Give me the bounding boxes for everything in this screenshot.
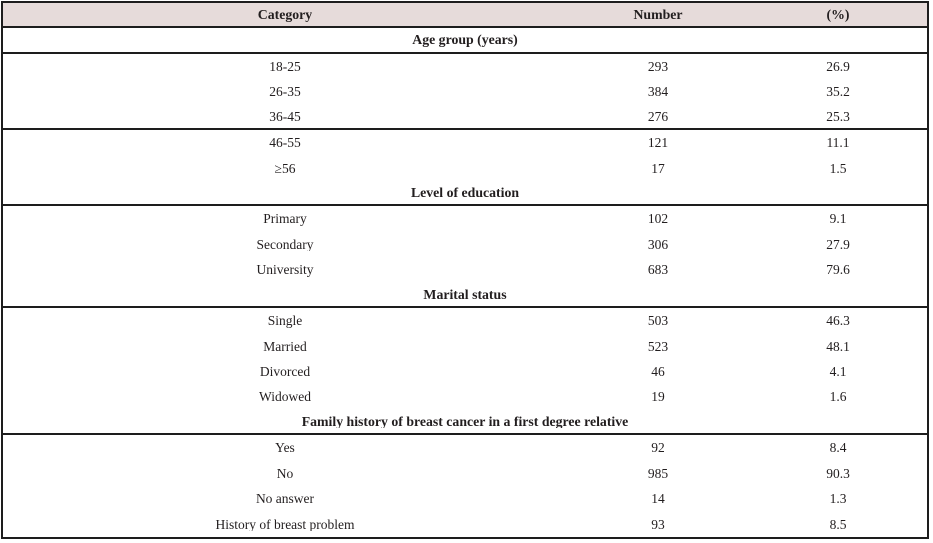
number-cell: 93 bbox=[651, 517, 665, 532]
percent-cell: 4.1 bbox=[829, 364, 847, 379]
section-title: Age group (years) bbox=[412, 33, 518, 48]
column-header-percent: (%) bbox=[826, 7, 850, 22]
category-cell: 46-55 bbox=[269, 136, 301, 150]
category-cell: Secondary bbox=[256, 237, 314, 252]
column-header-category: Category bbox=[257, 7, 313, 22]
table-row: Divorced 46 4.1 bbox=[3, 359, 927, 384]
category-cell: Yes bbox=[275, 441, 295, 455]
number-cell: 19 bbox=[651, 390, 665, 404]
category-cell: Married bbox=[263, 339, 307, 354]
percent-cell: 1.6 bbox=[829, 390, 847, 404]
number-cell: 46 bbox=[651, 364, 665, 379]
number-cell: 523 bbox=[647, 339, 669, 354]
percent-cell: 1.5 bbox=[829, 161, 847, 176]
percent-cell: 8.5 bbox=[829, 517, 847, 532]
percent-cell: 25.3 bbox=[826, 109, 850, 124]
number-cell: 102 bbox=[647, 212, 669, 226]
number-cell: 121 bbox=[647, 136, 669, 150]
percent-cell: 46.3 bbox=[826, 314, 850, 328]
number-cell: 14 bbox=[651, 492, 665, 506]
number-cell: 293 bbox=[647, 59, 669, 74]
table-row: Yes 92 8.4 bbox=[3, 435, 927, 460]
section-row-age-group: Age group (years) bbox=[3, 28, 927, 54]
section-row-education: Level of education bbox=[3, 181, 927, 207]
table-row: University 683 79.6 bbox=[3, 257, 927, 282]
table-row: Primary 102 9.1 bbox=[3, 206, 927, 231]
category-cell: Widowed bbox=[259, 390, 311, 404]
table-header-row: Category Number (%) bbox=[3, 3, 927, 29]
number-cell: 306 bbox=[647, 237, 669, 252]
category-cell: Single bbox=[267, 314, 303, 328]
number-cell: 683 bbox=[647, 263, 669, 277]
table-row: 36-45 276 25.3 bbox=[3, 105, 927, 131]
section-title: Marital status bbox=[423, 287, 507, 302]
number-cell: 503 bbox=[647, 314, 669, 328]
category-cell: ≥56 bbox=[274, 161, 296, 176]
section-title: Level of education bbox=[410, 185, 520, 200]
table-row: Single 503 46.3 bbox=[3, 308, 927, 333]
number-cell: 17 bbox=[651, 161, 665, 176]
category-cell: University bbox=[256, 263, 314, 277]
category-cell: 26-35 bbox=[269, 85, 301, 99]
percent-cell: 26.9 bbox=[826, 59, 850, 74]
category-cell: Divorced bbox=[259, 364, 311, 379]
category-cell: History of breast problem bbox=[215, 517, 355, 532]
table-row: Married 523 48.1 bbox=[3, 334, 927, 359]
table-row: Widowed 19 1.6 bbox=[3, 384, 927, 409]
percent-cell: 35.2 bbox=[826, 85, 850, 99]
number-cell: 92 bbox=[651, 441, 665, 455]
table-row: ≥56 17 1.5 bbox=[3, 156, 927, 181]
table-row: 18-25 293 26.9 bbox=[3, 54, 927, 79]
number-cell: 384 bbox=[647, 85, 669, 99]
category-cell: 36-45 bbox=[269, 109, 301, 124]
section-title: Family history of breast cancer in a fir… bbox=[301, 414, 629, 429]
number-cell: 985 bbox=[647, 466, 669, 481]
table-row: 26-35 384 35.2 bbox=[3, 79, 927, 104]
percent-cell: 90.3 bbox=[826, 466, 850, 481]
category-cell: No bbox=[276, 466, 294, 481]
number-cell: 276 bbox=[647, 109, 669, 124]
percent-cell: 11.1 bbox=[826, 136, 850, 150]
section-row-family-history: Family history of breast cancer in a fir… bbox=[3, 410, 927, 436]
category-cell: No answer bbox=[255, 492, 315, 506]
percent-cell: 8.4 bbox=[829, 441, 847, 455]
table-row: Secondary 306 27.9 bbox=[3, 232, 927, 257]
percent-cell: 1.3 bbox=[829, 492, 847, 506]
table-row: 46-55 121 11.1 bbox=[3, 130, 927, 155]
percent-cell: 48.1 bbox=[826, 339, 850, 354]
column-header-number: Number bbox=[633, 7, 683, 22]
category-cell: Primary bbox=[263, 212, 307, 226]
section-row-marital-status: Marital status bbox=[3, 283, 927, 309]
table-row: No answer 14 1.3 bbox=[3, 486, 927, 511]
percent-cell: 79.6 bbox=[826, 263, 850, 277]
table-row: History of breast problem 93 8.5 bbox=[3, 512, 927, 537]
percent-cell: 27.9 bbox=[826, 237, 850, 252]
percent-cell: 9.1 bbox=[829, 212, 847, 226]
table-row: No 985 90.3 bbox=[3, 461, 927, 486]
category-cell: 18-25 bbox=[269, 59, 301, 74]
